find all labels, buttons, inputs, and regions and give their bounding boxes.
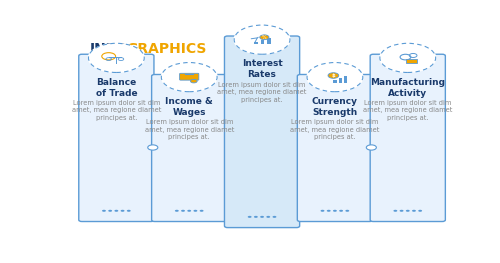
Circle shape [160,62,218,92]
Circle shape [194,210,198,212]
Text: $: $ [332,73,336,78]
Circle shape [108,210,112,212]
Circle shape [114,210,118,212]
Circle shape [181,210,185,212]
Text: Currency
Strength: Currency Strength [312,97,358,117]
Circle shape [260,35,269,40]
Text: GRAPHICS: GRAPHICS [126,42,207,56]
Text: INFO: INFO [90,42,128,56]
Circle shape [200,210,203,212]
Circle shape [190,79,197,83]
Text: Lorem ipsum dolor sit dim
amet, mea regione diamet
principes at.: Lorem ipsum dolor sit dim amet, mea regi… [363,100,452,121]
Circle shape [88,43,145,73]
Circle shape [346,210,350,212]
Text: Lorem ipsum dolor sit dim
amet, mea regione diamet
principes at.: Lorem ipsum dolor sit dim amet, mea regi… [218,82,307,103]
Circle shape [234,25,290,55]
FancyBboxPatch shape [344,76,348,83]
FancyBboxPatch shape [180,73,199,80]
Circle shape [148,145,158,150]
Text: Interest
Rates: Interest Rates [242,59,282,79]
Circle shape [320,210,324,212]
Circle shape [102,210,106,212]
FancyBboxPatch shape [79,54,154,221]
Text: Lorem ipsum dolor sit dim
amet, mea regione diamet
principes at.: Lorem ipsum dolor sit dim amet, mea regi… [144,119,234,140]
FancyBboxPatch shape [406,59,417,63]
FancyBboxPatch shape [260,40,264,44]
Circle shape [248,216,252,218]
Circle shape [260,216,264,218]
Text: Manufacturing
Activity: Manufacturing Activity [370,78,446,98]
Circle shape [327,210,330,212]
Circle shape [175,210,178,212]
Text: %: % [262,35,266,40]
Circle shape [266,216,270,218]
Text: Lorem ipsum dolor sit dim
amet, mea regione diamet
principes at.: Lorem ipsum dolor sit dim amet, mea regi… [72,100,161,121]
Circle shape [127,210,130,212]
Circle shape [188,210,191,212]
Circle shape [120,210,124,212]
Circle shape [418,210,422,212]
Circle shape [394,210,398,212]
Circle shape [406,210,409,212]
FancyBboxPatch shape [298,74,372,221]
FancyBboxPatch shape [370,54,446,221]
Circle shape [272,216,276,218]
FancyBboxPatch shape [152,74,227,221]
Circle shape [333,210,337,212]
Circle shape [328,73,338,78]
FancyBboxPatch shape [334,79,337,83]
FancyBboxPatch shape [254,42,258,44]
Circle shape [412,210,416,212]
Circle shape [400,210,404,212]
FancyBboxPatch shape [224,36,300,227]
Text: Balance
of Trade: Balance of Trade [96,78,137,98]
FancyBboxPatch shape [266,38,270,44]
Circle shape [379,43,436,73]
Text: Income &
Wages: Income & Wages [166,97,213,117]
Circle shape [306,62,364,92]
Text: Lorem ipsum dolor sit dim
amet, mea regione diamet
principes at.: Lorem ipsum dolor sit dim amet, mea regi… [290,119,380,140]
Circle shape [366,145,376,150]
Circle shape [254,216,258,218]
Circle shape [339,210,343,212]
FancyBboxPatch shape [338,78,342,83]
